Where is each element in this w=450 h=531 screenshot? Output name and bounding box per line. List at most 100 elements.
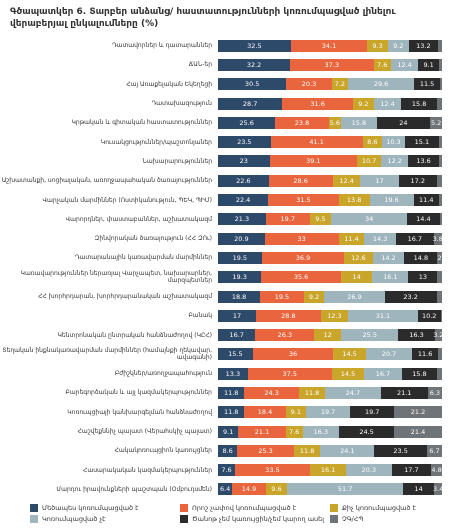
bar-stack: 18.8 19.5 9.2 26.9 23.2 <box>218 290 442 303</box>
bar-stack: 6.4 14.9 9.6 51.7 14 3.4 <box>218 483 444 496</box>
bar-segment: 11.5 <box>414 78 440 91</box>
bar-stack: 9.1 21.1 7.6 16.3 24.5 21.4 <box>218 425 442 438</box>
bar-segment: 31.6 <box>282 97 354 110</box>
category-label: Դատարանային կառավարման մարմիններ <box>75 254 212 262</box>
legend: Մեծապես կոռումպացված է Որոշ չափով կոռումպ… <box>30 504 440 523</box>
row: Կուսակցություններ/պաշտոնյաներ 23.5 41.1 8.6… <box>0 132 450 151</box>
category-label: ՀՀ խորհրդարան, խորհրդարանական աշխատակազմ <box>38 293 212 300</box>
category-label: Հայ Առաքելական Եկեղեցի <box>126 80 212 88</box>
row: Բժիշկներ/առողջապահություն 13.3 37.5 14.5 16.… <box>0 364 450 383</box>
bar-segment: 35.6 <box>261 271 341 284</box>
bar-segment: 11.8 <box>218 406 245 419</box>
bar-segment: 3.4 <box>433 483 444 496</box>
bar-segment: 12.4 <box>332 174 361 187</box>
bar-segment: 32.5 <box>218 39 291 52</box>
category-label: Հակակոռուպցիոն կառույցներ <box>114 447 212 455</box>
category-label: Բանակ <box>188 312 212 320</box>
bar-segment: 8.6 <box>218 444 238 457</box>
bar-segment: 13.2 <box>408 39 439 52</box>
bar-segment: 21.1 <box>238 425 286 438</box>
bar-segment <box>439 213 442 226</box>
row: Կառավարություններ ներառյալ Վարչապետ, նախ… <box>0 268 450 287</box>
bar-segment: 8.6 <box>362 136 382 149</box>
bar-segment: 9.6 <box>265 483 288 496</box>
bar-segment: 12 <box>314 329 342 342</box>
bar-stack: 8.6 25.3 11.8 24.1 23.5 6.7 <box>218 444 442 457</box>
row: ՃԱՆ-եր 32.2 37.3 7.6 12.4 9.1 <box>0 55 450 74</box>
legend-swatch <box>330 504 338 512</box>
bar-segment: 22.6 <box>218 174 269 187</box>
bar-stack: 23.5 41.1 8.6 10.3 15.1 <box>218 136 442 149</box>
bar-segment: 16.3 <box>398 329 435 342</box>
bar-segment: 13.3 <box>218 367 248 380</box>
bar-segment: 11.4 <box>338 232 365 245</box>
bar-segment: 23.8 <box>275 116 329 129</box>
bar-segment: 25.5 <box>341 329 399 342</box>
bar-segment: 39.1 <box>269 155 358 168</box>
row: Կրթական և գիտական հաստատություններ 25.6 23… <box>0 113 450 132</box>
bar-stack: 22.4 31.5 13.8 19.6 11.4 <box>218 194 442 207</box>
row: Բարեգործական և այլ կազմակերպություններ 11… <box>0 383 450 402</box>
bar-segment <box>438 58 442 71</box>
bar-segment: 22.4 <box>218 194 269 207</box>
bar-stack: 23 39.1 10.7 12.2 13.6 <box>218 155 442 168</box>
bar-segment: 16.1 <box>310 464 347 477</box>
category-label: Կենտրոնական ընտրական հանձնաժողով (ԿԸՀ) <box>57 331 212 339</box>
bar-segment: 12.6 <box>344 251 373 264</box>
bar-stack: 17 28.8 12.3 31.1 10.2 <box>218 309 442 322</box>
bar-segment: 17.7 <box>391 464 432 477</box>
bar-segment: 19.6 <box>369 194 414 207</box>
row: Դատարանային կառավարման մարմիններ 19.5 36.9… <box>0 248 450 267</box>
legend-label: Մեծապես կոռումպացված է <box>42 504 139 512</box>
bar-segment: 25.6 <box>218 116 276 129</box>
bar-stack: 32.2 37.3 7.6 12.4 9.1 <box>218 58 442 71</box>
legend-label: Որոշ չափով կոռումպացված է <box>192 504 297 512</box>
bar-segment: 13.6 <box>408 155 439 168</box>
row: Հայ Առաքելական Եկեղեցի 30.5 20.3 7.2 29.6 11.… <box>0 75 450 94</box>
bar-stack: 11.8 18.4 9.1 19.7 19.7 21.2 <box>218 406 442 419</box>
category-label: Վարչական մարմիններ (Ոստիկանություն, ՊԵԿ,… <box>42 196 212 204</box>
plot: Դատավորներ և դատարաններ 32.5 34.1 9.3 9.2 13.… <box>0 36 450 499</box>
bar-segment: 7.6 <box>218 464 236 477</box>
bar-segment: 11.4 <box>413 194 440 207</box>
bar-segment: 31.1 <box>348 309 418 322</box>
row: Հասարակական կազմակերպություններ 7.6 33.5 16… <box>0 461 450 480</box>
bar-segment: 23.2 <box>384 290 437 303</box>
bar-stack: 7.6 33.5 16.1 20.3 17.7 4.8 <box>218 464 442 477</box>
bar-segment <box>438 39 442 52</box>
bar-segment: 24.3 <box>244 386 299 399</box>
bar-segment: 14.5 <box>331 367 365 380</box>
bar-stack: 11.8 24.3 11.8 24.7 21.1 6.3 <box>218 386 442 399</box>
bar-segment: 16.7 <box>396 232 434 245</box>
row: Կենտրոնական ընտրական հանձնաժողով (ԿԸՀ) 16… <box>0 325 450 344</box>
bar-segment: 18.8 <box>218 290 261 303</box>
bar-stack: 32.5 34.1 9.3 9.2 13.2 <box>218 39 442 52</box>
row: Մարդու իրավունքների պաշտպան (Օմբուդսմեն)… <box>0 480 450 499</box>
bar-segment: 23.5 <box>374 444 427 457</box>
bar-stack: 22.6 28.6 12.4 17 17.2 <box>218 174 442 187</box>
row: Հակակոռուպցիոն կառույցներ 8.6 25.3 11.8 24.1… <box>0 441 450 460</box>
bar-segment: 9.2 <box>353 97 374 110</box>
bar-segment: 37.5 <box>247 367 332 380</box>
bar-segment: 30.5 <box>218 78 287 91</box>
bar-segment: 15.8 <box>401 367 438 380</box>
bar-segment: 24.5 <box>339 425 395 438</box>
bar-segment: 9.5 <box>309 213 332 226</box>
row: Նախարարություններ 23 39.1 10.7 12.2 13.6 <box>0 152 450 171</box>
bar-segment: 34 <box>331 213 408 226</box>
category-label: Բարեգործական և այլ կազմակերպություններ <box>65 389 212 397</box>
bar-segment: 18.4 <box>244 406 286 419</box>
legend-item: ՉԳ/ՀՊ <box>330 515 440 523</box>
bar-segment: 13.8 <box>338 194 370 207</box>
bar-segment: 17 <box>218 309 257 322</box>
legend-swatch <box>180 515 188 523</box>
bar-segment: 15.1 <box>405 136 439 149</box>
bar-segment: 17 <box>360 174 399 187</box>
bar-segment: 20.3 <box>286 78 332 91</box>
bar-segment: 24.7 <box>325 386 381 399</box>
bar-segment: 7.6 <box>285 425 303 438</box>
bar-segment: 21.1 <box>380 386 428 399</box>
bar-segment: 26.3 <box>255 329 315 342</box>
row: Կոռուպցիայի կանխարգելման հանձնաժողով 11.8… <box>0 403 450 422</box>
